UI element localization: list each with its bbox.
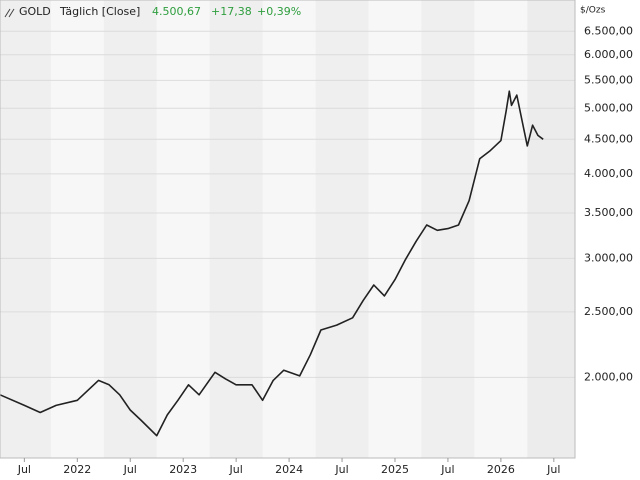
symbol: GOLD <box>19 5 51 18</box>
price-line <box>0 90 544 437</box>
x-tick-label: Jul <box>546 463 560 476</box>
line-icon <box>4 8 15 18</box>
future-area <box>527 0 575 458</box>
y-tick-label: 2.500,00 <box>584 305 633 318</box>
y-tick-label: 3.000,00 <box>584 251 633 264</box>
header: GOLD Täglich [Close] 4.500,67 +17,38 +0,… <box>4 5 301 18</box>
plot-frame <box>0 0 576 459</box>
x-tick-label: 2022 <box>63 463 91 476</box>
y-tick-label: 5.000,00 <box>584 101 633 114</box>
interval: Täglich [Close] <box>59 5 140 18</box>
y-tick-label: 4.500,00 <box>584 132 633 145</box>
band <box>315 0 369 458</box>
x-tick-label: 2023 <box>169 463 197 476</box>
x-tick-label: 2024 <box>275 463 303 476</box>
plot-background <box>0 0 575 458</box>
x-tick-label: 2025 <box>381 463 409 476</box>
last-price: 4.500,67 <box>152 5 201 18</box>
unit-label: $/Ozs <box>580 6 606 16</box>
change: +17,38 <box>211 5 252 18</box>
band <box>103 0 157 458</box>
background <box>0 0 575 458</box>
change-pct: +0,39% <box>257 5 301 18</box>
x-tick-label: 2026 <box>487 463 515 476</box>
y-tick-label: 6.000,00 <box>584 48 633 61</box>
y-tick-label: 3.500,00 <box>584 206 633 219</box>
y-tick-label: 5.500,00 <box>584 73 633 86</box>
y-tick-label: 4.000,00 <box>584 167 633 180</box>
x-tick-label: Jul <box>17 463 31 476</box>
grid <box>0 30 575 378</box>
y-tick-label: 2.000,00 <box>584 370 633 383</box>
x-tick-label: Jul <box>123 463 137 476</box>
band <box>0 0 51 458</box>
x-tick-label: Jul <box>229 463 243 476</box>
x-tick-label: Jul <box>334 463 348 476</box>
y-tick-label: 6.500,00 <box>584 24 633 37</box>
x-tick-label: Jul <box>440 463 454 476</box>
plot <box>0 90 544 437</box>
band <box>209 0 263 458</box>
